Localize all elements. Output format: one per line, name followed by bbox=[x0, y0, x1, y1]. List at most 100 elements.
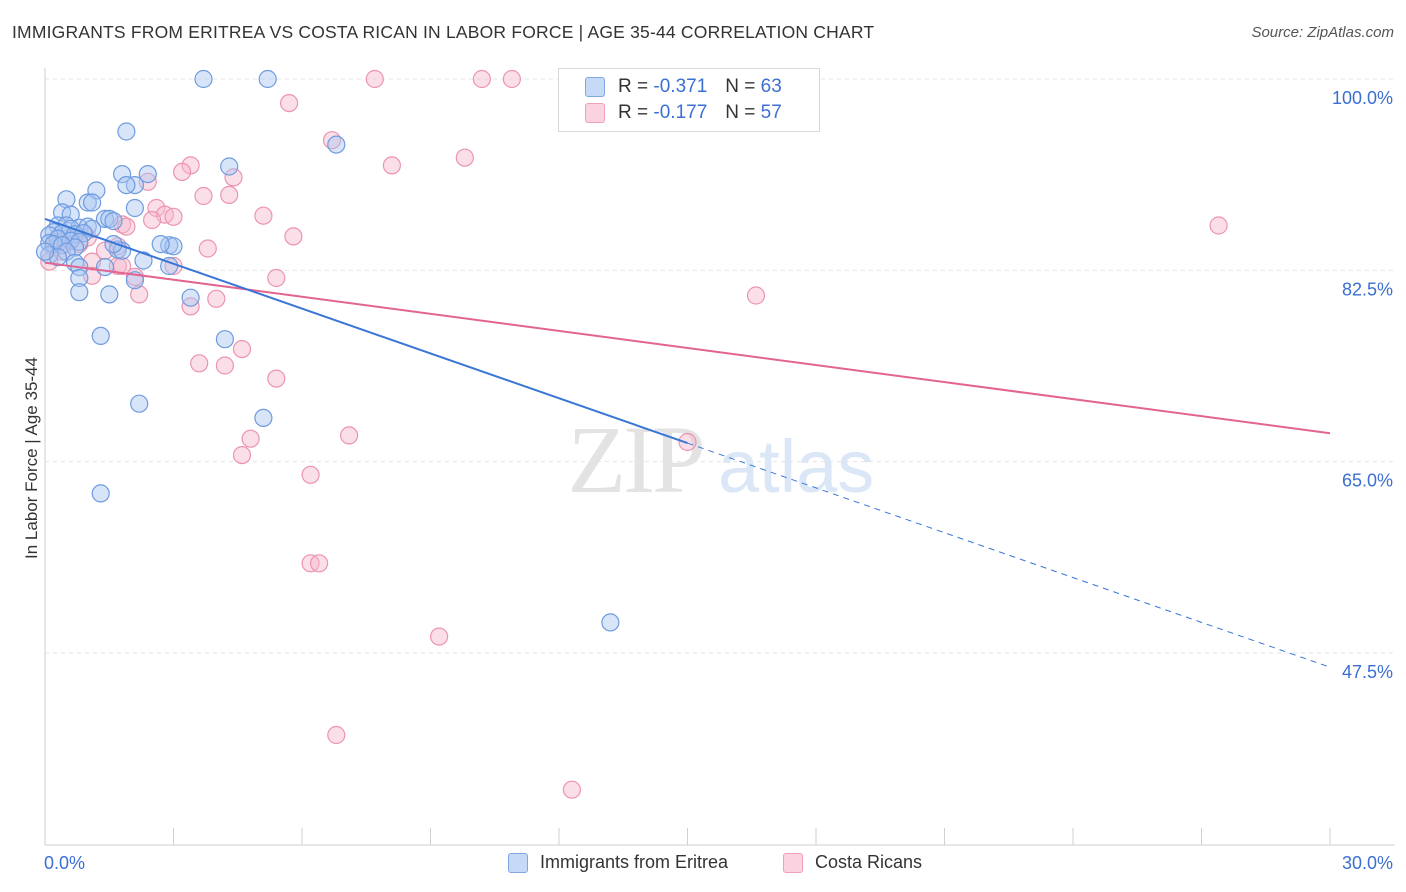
eritrea-point bbox=[130, 394, 149, 413]
eritrea-point bbox=[151, 235, 170, 254]
legend-swatch-costa bbox=[585, 103, 605, 123]
legend-item-eritrea: Immigrants from Eritrea bbox=[508, 852, 728, 873]
costa-point bbox=[267, 369, 286, 388]
eritrea-point bbox=[104, 235, 123, 254]
x-tick-label: 0.0% bbox=[44, 853, 85, 873]
costa-point bbox=[164, 207, 183, 226]
eritrea-trend-extension bbox=[687, 442, 1331, 668]
eritrea-point bbox=[254, 408, 273, 427]
legend-n-value: 63 bbox=[760, 76, 782, 97]
legend-n-value: 57 bbox=[760, 102, 782, 123]
costa-point bbox=[284, 227, 303, 246]
costa-point bbox=[340, 426, 359, 445]
costa-point bbox=[455, 148, 474, 167]
costa-point bbox=[472, 69, 491, 89]
costa-point bbox=[1209, 216, 1228, 235]
costa-point bbox=[207, 289, 226, 308]
costa-point bbox=[327, 725, 346, 745]
eritrea-point bbox=[138, 165, 157, 184]
legend-r-label: R = bbox=[618, 102, 649, 123]
costa-point bbox=[301, 465, 320, 484]
costa-trend-line bbox=[44, 261, 1331, 435]
tick-labels: 100.0% 82.5% 65.0% 47.5% 0.0% 30.0% bbox=[44, 88, 1393, 873]
legend-swatch-eritrea bbox=[508, 852, 528, 873]
costa-point bbox=[678, 432, 697, 452]
eritrea-point bbox=[91, 484, 110, 503]
source-label: Source: ZipAtlas.com bbox=[1251, 24, 1394, 41]
eritrea-point bbox=[125, 198, 144, 218]
costa-point bbox=[194, 186, 213, 206]
eritrea-point bbox=[258, 69, 277, 89]
eritrea-point bbox=[194, 69, 213, 89]
eritrea-point bbox=[327, 135, 346, 154]
legend-swatch-eritrea bbox=[585, 77, 605, 97]
costa-point bbox=[40, 252, 59, 271]
eritrea-point bbox=[91, 326, 110, 345]
grid-lines bbox=[45, 78, 1395, 654]
costa-point bbox=[746, 286, 766, 305]
costa-point bbox=[232, 340, 252, 359]
eritrea-point bbox=[104, 212, 123, 231]
costa-point bbox=[267, 268, 286, 288]
costa-point bbox=[198, 239, 217, 258]
legend-item-label: Immigrants from Eritrea bbox=[540, 852, 729, 872]
chart-title: IMMIGRANTS FROM ERITREA VS COSTA RICAN I… bbox=[12, 22, 875, 42]
costa-point bbox=[224, 168, 243, 187]
costa-point bbox=[173, 162, 192, 181]
costa-point bbox=[241, 429, 260, 448]
costa-point bbox=[215, 356, 234, 375]
costa-point bbox=[254, 206, 273, 225]
eritrea-point bbox=[35, 242, 55, 261]
trend-lines bbox=[44, 218, 1331, 668]
costa-point bbox=[365, 69, 384, 89]
eritrea-point bbox=[220, 157, 239, 176]
eritrea-point bbox=[82, 193, 102, 212]
eritrea-point bbox=[117, 122, 136, 141]
legend-r-value: -0.371 bbox=[653, 76, 708, 97]
costa-point bbox=[190, 354, 209, 373]
eritrea-points bbox=[35, 69, 620, 632]
eritrea-point bbox=[134, 251, 153, 270]
costa-point bbox=[143, 210, 162, 230]
y-tick-label: 47.5% bbox=[1342, 662, 1393, 682]
eritrea-point bbox=[601, 613, 620, 632]
watermark-atlas: atlas bbox=[718, 425, 874, 508]
eritrea-point bbox=[61, 205, 80, 224]
y-tick-label: 65.0% bbox=[1342, 471, 1393, 491]
eritrea-point bbox=[117, 176, 136, 195]
eritrea-point bbox=[112, 165, 132, 184]
y-tick-label: 100.0% bbox=[1332, 88, 1393, 108]
correlation-legend: R = -0.371 N = 63 R = -0.177 N = 57 bbox=[558, 68, 820, 132]
eritrea-point bbox=[100, 285, 119, 304]
costa-point bbox=[232, 446, 252, 465]
costa-point bbox=[382, 156, 401, 175]
costa-point bbox=[310, 554, 329, 573]
legend-swatch-costa bbox=[783, 852, 803, 873]
legend-item-costa: Costa Ricans bbox=[783, 852, 922, 873]
watermark: ZIP atlas bbox=[568, 406, 875, 513]
series-legend: Immigrants from Eritrea Costa Ricans bbox=[0, 852, 1406, 876]
legend-r-label: R = bbox=[618, 76, 649, 97]
eritrea-trend-line bbox=[44, 218, 688, 445]
watermark-zip: ZIP bbox=[568, 406, 703, 513]
legend-row-eritrea: R = -0.371 N = 63 bbox=[585, 75, 782, 99]
eritrea-point bbox=[70, 268, 89, 288]
eritrea-point bbox=[70, 283, 89, 302]
costa-point bbox=[430, 627, 449, 646]
costa-point bbox=[280, 93, 299, 113]
costa-ricans-points bbox=[40, 69, 1228, 799]
costa-point bbox=[130, 285, 149, 304]
eritrea-point bbox=[65, 238, 85, 257]
costa-point bbox=[502, 69, 521, 89]
eritrea-point bbox=[215, 330, 234, 349]
eritrea-point bbox=[95, 258, 115, 277]
legend-n-label: N = bbox=[725, 76, 756, 97]
legend-r-value: -0.177 bbox=[653, 102, 708, 123]
legend-item-label: Costa Ricans bbox=[815, 852, 923, 872]
legend-n-label: N = bbox=[725, 102, 756, 123]
eritrea-point bbox=[181, 288, 200, 307]
costa-point bbox=[220, 185, 239, 204]
costa-point bbox=[562, 780, 582, 799]
axes bbox=[44, 68, 1395, 846]
